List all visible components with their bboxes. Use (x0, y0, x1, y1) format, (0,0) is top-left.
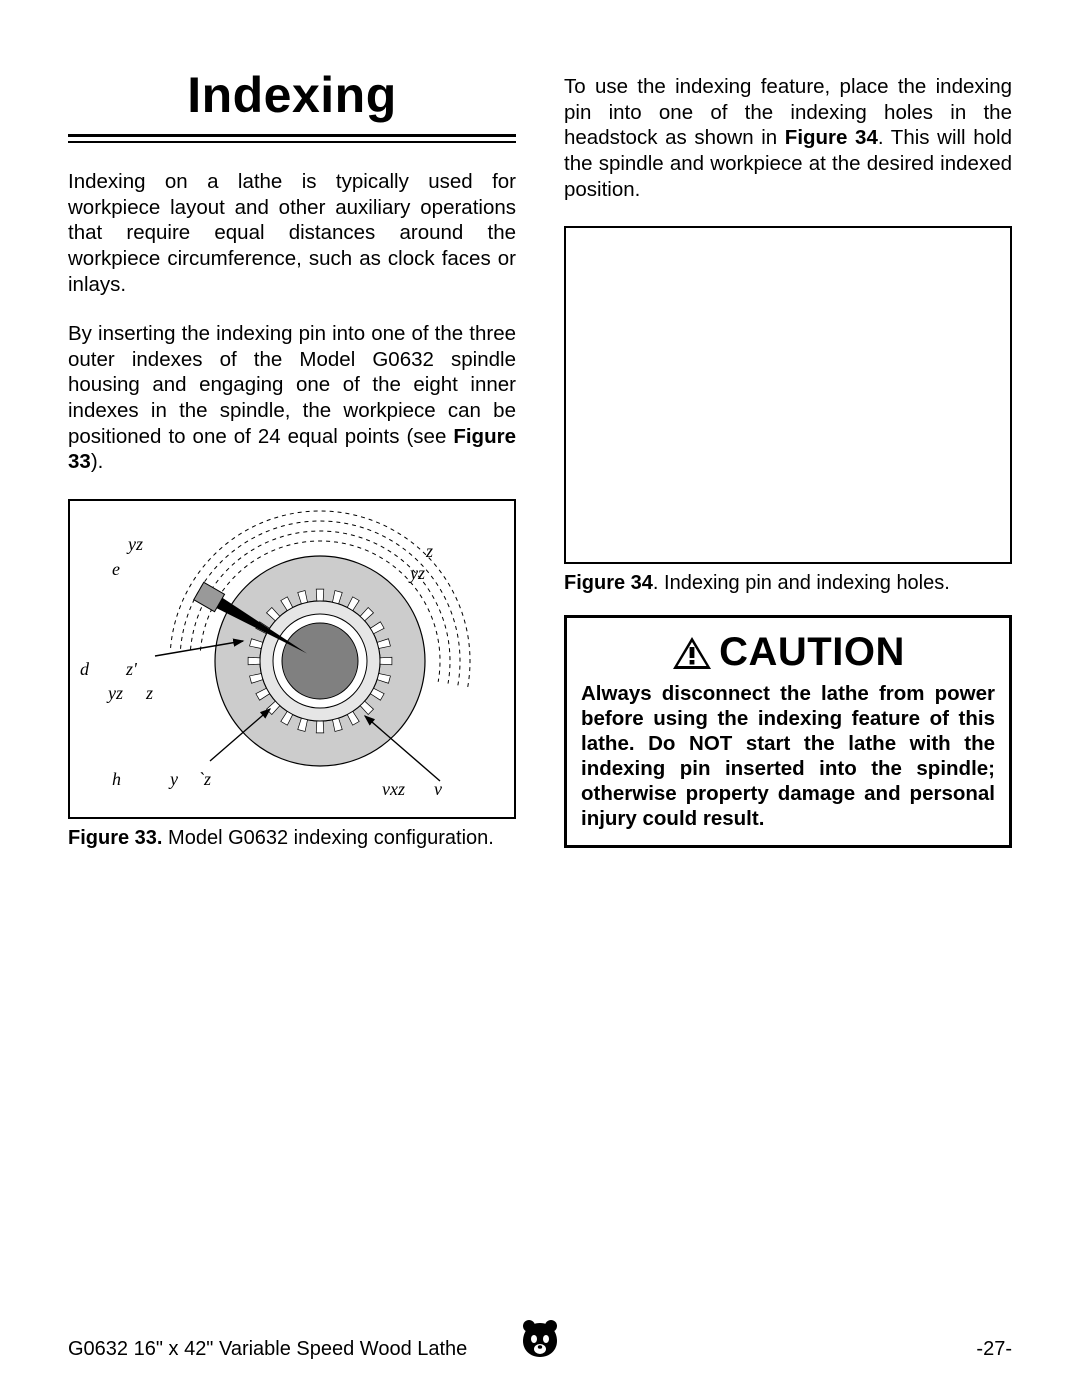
warning-icon (671, 635, 713, 671)
figure-33-label-text: `z (198, 769, 211, 790)
figure-33-label-text: h (112, 769, 121, 790)
right-paragraph-1: To use the indexing feature, place the i… (564, 74, 1012, 202)
p2-c: ). (91, 450, 104, 473)
figure-34-box (564, 226, 1012, 564)
caution-heading: CAUTION (581, 630, 995, 675)
bear-icon (520, 1317, 560, 1359)
figure-33-label: Figure 33. (68, 827, 162, 849)
figure-33-caption: Figure 33. Model G0632 indexing configur… (68, 827, 516, 850)
figure-34-label: Figure 34 (564, 572, 653, 594)
figure-34-text: . Indexing pin and indexing holes. (653, 572, 950, 594)
title-rule (68, 134, 516, 143)
p2-a: By inserting the indexing pin into one o… (68, 322, 516, 448)
footer-logo (520, 1317, 560, 1365)
figure-33-label-text: e (112, 559, 120, 580)
figure-34-caption: Figure 34. Indexing pin and indexing hol… (564, 572, 1012, 595)
intro-paragraph-2: By inserting the indexing pin into one o… (68, 321, 516, 475)
figure-33-label-text: v (434, 779, 442, 800)
page: Indexing Indexing on a lathe is typicall… (0, 0, 1080, 1397)
footer: G0632 16" x 42" Variable Speed Wood Lath… (68, 1338, 1012, 1361)
caution-body: Always disconnect the lathe from power b… (581, 681, 995, 831)
footer-left: G0632 16" x 42" Variable Speed Wood Lath… (68, 1338, 467, 1361)
figure-33-box: yzezyzdz'yzzhy`zvxzv (68, 499, 516, 819)
figure-33-label-text: yz (128, 534, 143, 555)
intro-paragraph-1: Indexing on a lathe is typically used fo… (68, 169, 516, 297)
figure-33-label-text: vxz (382, 779, 405, 800)
figure-33-label-text: z' (126, 659, 137, 680)
figure-33-label-text: yz (410, 563, 425, 584)
right-column: To use the indexing feature, place the i… (564, 62, 1012, 870)
left-column: Indexing Indexing on a lathe is typicall… (68, 62, 516, 870)
caution-box: CAUTION Always disconnect the lathe from… (564, 615, 1012, 848)
figure-33-label-text: z (146, 683, 153, 704)
figure-33-label-text: y (170, 769, 178, 790)
section-title: Indexing (68, 66, 516, 124)
columns: Indexing Indexing on a lathe is typicall… (68, 62, 1012, 870)
figure-33-label-text: z (426, 541, 433, 562)
rp1-figref: Figure 34 (785, 126, 878, 149)
figure-33-label-text: d (80, 659, 89, 680)
footer-right: -27- (976, 1338, 1012, 1361)
figure-33-label-text: yz (108, 683, 123, 704)
figure-33-text: Model G0632 indexing configuration. (162, 827, 493, 849)
caution-word: CAUTION (719, 630, 905, 675)
